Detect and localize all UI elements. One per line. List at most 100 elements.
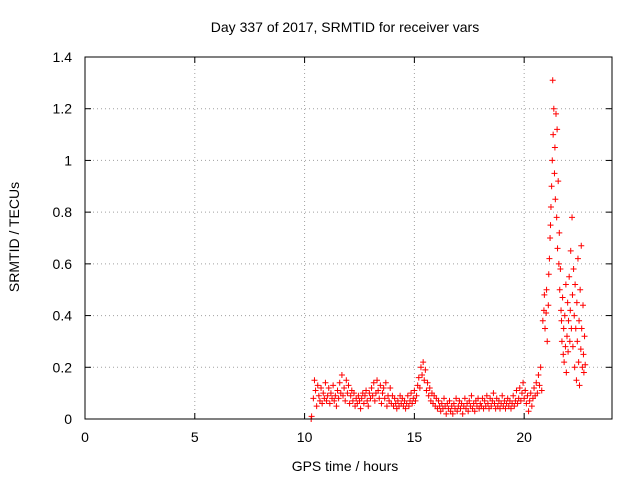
data-point — [315, 392, 322, 399]
data-point — [556, 229, 563, 236]
data-point — [558, 307, 565, 314]
data-point — [357, 405, 364, 412]
data-point — [573, 377, 580, 384]
data-point — [383, 403, 390, 410]
data-point — [531, 384, 538, 391]
data-point — [580, 351, 587, 358]
data-point — [376, 395, 383, 402]
data-point — [560, 351, 567, 358]
data-point — [578, 325, 585, 332]
data-point — [572, 325, 579, 332]
data-point — [541, 291, 548, 298]
data-point — [369, 392, 376, 399]
data-point — [579, 364, 586, 371]
data-point — [574, 338, 581, 345]
data-point — [325, 384, 332, 391]
data-point — [358, 395, 365, 402]
data-point — [548, 183, 555, 190]
data-point — [551, 170, 558, 177]
data-point — [545, 302, 552, 309]
data-point — [557, 266, 564, 273]
data-point — [419, 372, 426, 379]
data-point — [350, 390, 357, 397]
data-point — [332, 392, 339, 399]
data-point — [342, 397, 349, 404]
data-point — [534, 390, 541, 397]
data-point — [363, 387, 370, 394]
data-point — [549, 157, 556, 164]
data-point — [336, 379, 343, 386]
data-point — [483, 392, 490, 399]
data-point — [581, 333, 588, 340]
data-point — [507, 405, 514, 412]
data-point — [562, 281, 569, 288]
data-point — [524, 392, 531, 399]
data-point — [497, 405, 504, 412]
data-point — [343, 377, 350, 384]
y-tick-label: 1.4 — [53, 49, 73, 65]
y-axis-label: SRMTID / TECUs — [6, 182, 22, 292]
data-point — [575, 359, 582, 366]
data-point — [567, 247, 574, 254]
data-point — [576, 382, 583, 389]
data-point — [391, 395, 398, 402]
data-point — [402, 405, 409, 412]
data-point — [582, 361, 589, 368]
x-tick-label: 0 — [81, 429, 89, 445]
data-point — [449, 410, 456, 417]
data-point — [569, 343, 576, 350]
data-point — [565, 348, 572, 355]
chart-title: Day 337 of 2017, SRMTID for receiver var… — [211, 19, 479, 35]
data-point — [327, 390, 334, 397]
data-point — [404, 392, 411, 399]
data-point — [550, 105, 557, 112]
y-tick-label: 0 — [64, 411, 72, 427]
data-point — [379, 390, 386, 397]
data-point — [574, 255, 581, 262]
data-point — [545, 271, 552, 278]
data-point — [416, 384, 423, 391]
data-point — [366, 390, 373, 397]
data-point — [546, 255, 553, 262]
data-point — [420, 359, 427, 366]
data-point — [310, 395, 317, 402]
data-point — [435, 397, 442, 404]
axis-ticks — [84, 56, 612, 420]
data-point — [405, 403, 412, 410]
data-point — [511, 403, 518, 410]
data-point — [536, 382, 543, 389]
data-point — [349, 397, 356, 404]
data-point — [578, 242, 585, 249]
data-point — [468, 392, 475, 399]
data-point — [322, 379, 329, 386]
grid — [85, 57, 612, 419]
data-point — [423, 387, 430, 394]
data-point — [381, 395, 388, 402]
data-point — [426, 384, 433, 391]
data-point — [558, 338, 565, 345]
data-point — [334, 387, 341, 394]
data-point — [561, 312, 568, 319]
data-point — [562, 343, 569, 350]
data-point — [554, 245, 561, 252]
data-point — [556, 286, 563, 293]
data-point — [577, 286, 584, 293]
x-tick-label: 5 — [191, 429, 199, 445]
data-point — [569, 214, 576, 221]
data-point — [323, 397, 330, 404]
data-point — [521, 395, 528, 402]
data-point — [331, 397, 338, 404]
data-point — [368, 384, 375, 391]
data-point — [502, 405, 509, 412]
data-point — [380, 384, 387, 391]
data-point — [371, 397, 378, 404]
data-point — [547, 222, 554, 229]
data-point — [577, 346, 584, 353]
data-point — [538, 387, 545, 394]
data-point — [527, 390, 534, 397]
data-point — [375, 387, 382, 394]
data-point — [387, 384, 394, 391]
data-point — [424, 379, 431, 386]
data-point — [394, 397, 401, 404]
